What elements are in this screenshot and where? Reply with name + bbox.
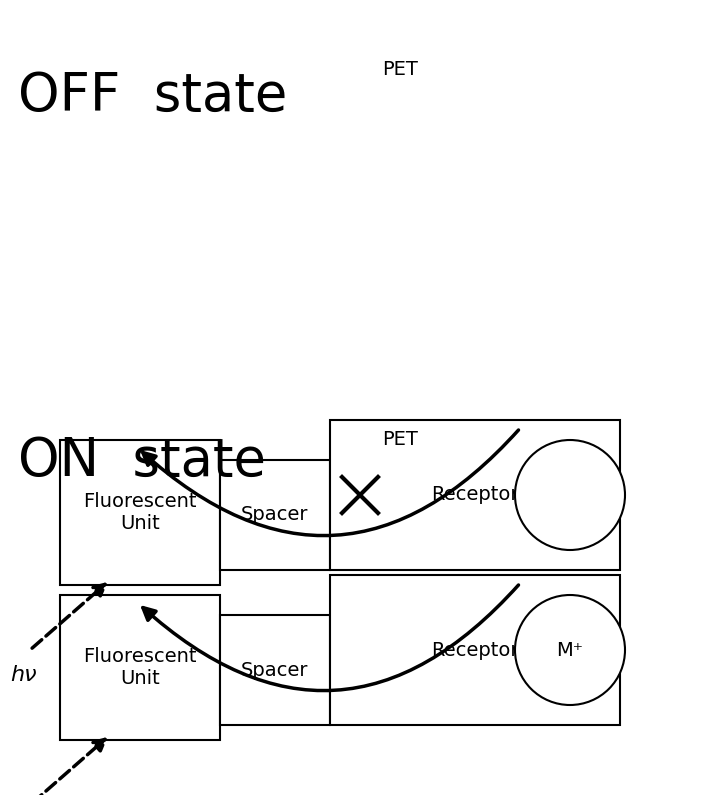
Circle shape xyxy=(515,595,625,705)
Text: Receptor: Receptor xyxy=(431,486,518,505)
Text: M⁺: M⁺ xyxy=(557,641,583,660)
FancyArrowPatch shape xyxy=(143,585,518,691)
Bar xyxy=(60,440,220,585)
Text: hν: hν xyxy=(10,665,37,685)
Text: Spacer: Spacer xyxy=(241,506,309,525)
Text: ON  state: ON state xyxy=(18,435,266,487)
Text: Fluorescent
Unit: Fluorescent Unit xyxy=(83,492,197,533)
Bar xyxy=(330,575,620,725)
Bar xyxy=(220,460,330,570)
Text: Fluorescent
Unit: Fluorescent Unit xyxy=(83,647,197,688)
Bar xyxy=(330,420,620,570)
Text: PET: PET xyxy=(382,60,418,79)
Text: Receptor: Receptor xyxy=(431,641,518,660)
Text: Spacer: Spacer xyxy=(241,661,309,680)
Bar xyxy=(220,615,330,725)
Text: PET: PET xyxy=(382,430,418,449)
Bar xyxy=(60,595,220,740)
Circle shape xyxy=(515,440,625,550)
FancyArrowPatch shape xyxy=(143,430,518,536)
Text: OFF  state: OFF state xyxy=(18,70,287,122)
